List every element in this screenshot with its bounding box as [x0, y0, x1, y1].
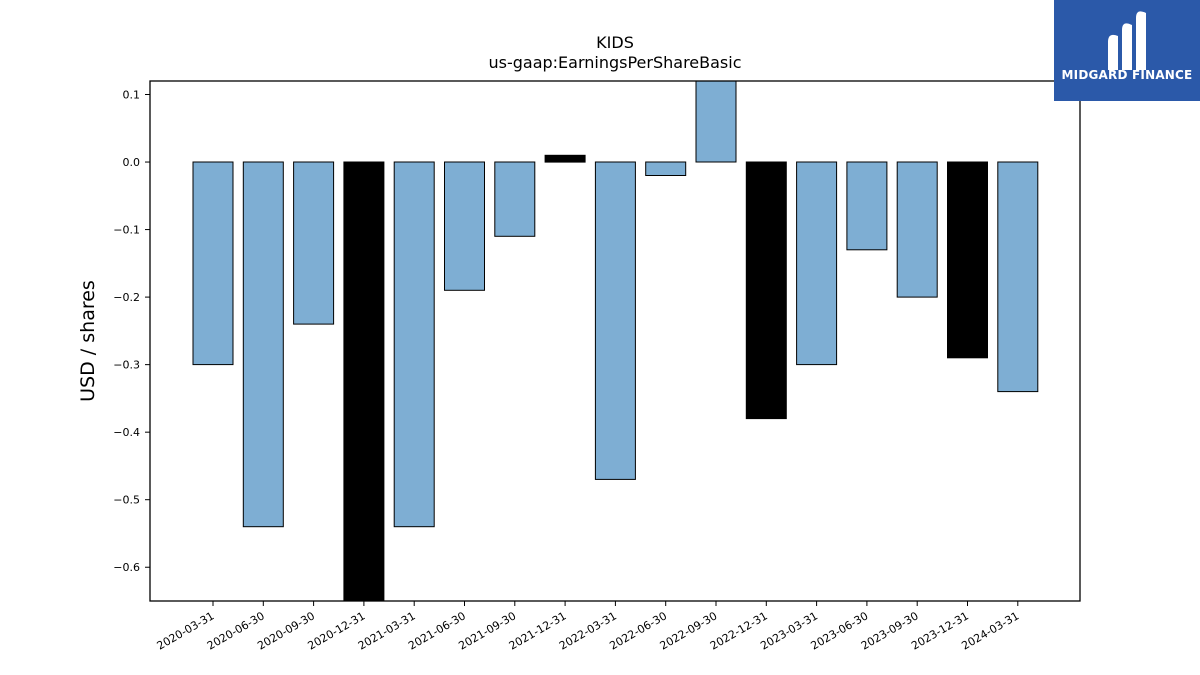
- bar-2020-06-30: [242, 161, 284, 528]
- y-axis-label: USD / shares: [77, 280, 99, 402]
- bar-2020-03-31: [192, 161, 234, 366]
- y-tick-label: −0.2: [113, 291, 140, 304]
- y-axis: 0.1 0.0 −0.1 −0.2 −0.3 −0.4 −0.5 −0.6: [113, 89, 150, 574]
- y-tick-label: −0.4: [113, 426, 140, 439]
- y-tick-label: −0.6: [113, 561, 140, 574]
- bar-2021-12-31: [544, 154, 586, 163]
- bar-2023-09-30: [896, 161, 938, 298]
- bar-2022-12-31: [745, 161, 787, 420]
- y-tick-label: −0.5: [113, 494, 140, 507]
- bar-2021-03-31: [393, 161, 435, 528]
- bar-2022-06-30: [645, 161, 687, 176]
- y-tick-label: 0.1: [123, 89, 141, 102]
- chart-subtitle: us-gaap:EarningsPerShareBasic: [488, 53, 741, 72]
- bar-2023-12-31: [947, 161, 988, 359]
- chart-title: KIDS: [596, 33, 634, 52]
- x-axis: 2020-03-312020-06-302020-09-302020-12-31…: [155, 601, 1021, 653]
- bar-2023-06-30: [846, 161, 888, 251]
- bar-2023-03-31: [796, 161, 838, 366]
- bar-2020-09-30: [293, 161, 335, 325]
- bar-2022-03-31: [594, 161, 636, 480]
- bars-group: [192, 81, 1039, 601]
- bar-2020-12-31: [343, 161, 385, 601]
- y-tick-label: −0.3: [113, 359, 140, 372]
- logo-mark-icon: [1108, 11, 1146, 70]
- bar-2024-03-31: [997, 161, 1039, 393]
- bar-2021-09-30: [494, 161, 536, 237]
- bar-2021-06-30: [444, 161, 485, 291]
- y-tick-label: 0.0: [123, 156, 141, 169]
- bar-2022-09-30: [695, 81, 737, 163]
- y-tick-label: −0.1: [113, 224, 140, 237]
- midgard-finance-logo: MIDGARD FINANCE: [1054, 0, 1200, 101]
- x-tick-label: 2024-03-31: [959, 609, 1021, 652]
- plot-frame: [149, 80, 1081, 602]
- logo-text: MIDGARD FINANCE: [1061, 68, 1193, 82]
